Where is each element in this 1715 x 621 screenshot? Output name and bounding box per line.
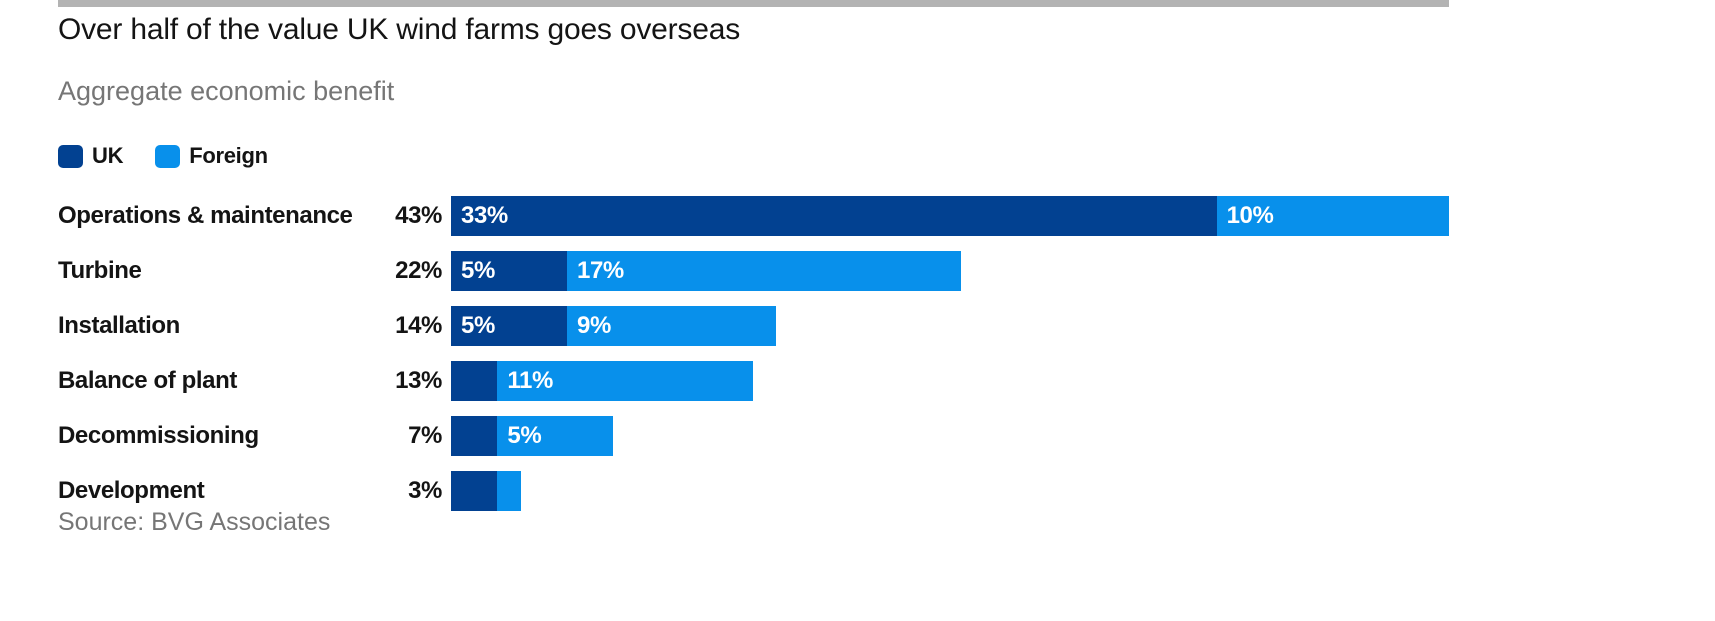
foreign-bar-segment: 11% <box>497 360 753 401</box>
bar-track: 11% <box>451 360 753 401</box>
uk-bar-segment <box>451 415 498 456</box>
chart-row: Installation 14% 5% 9% <box>58 298 1698 353</box>
chart-row: Development 3% <box>58 463 1698 518</box>
bar-value-label: 5% <box>461 256 495 284</box>
legend-swatch <box>58 144 83 168</box>
bar-value-label: 11% <box>507 366 553 394</box>
chart-row: Operations & maintenance 43% 33% 10% <box>58 188 1698 243</box>
chart-title: Over half of the value UK wind farms goe… <box>58 13 740 46</box>
top-rule <box>58 0 1449 7</box>
total-label: 43% <box>395 201 442 229</box>
bar-value-label: 9% <box>577 311 611 339</box>
foreign-bar-segment: 10% <box>1216 195 1449 236</box>
chart-row: Turbine 22% 5% 17% <box>58 243 1698 298</box>
foreign-bar-segment: 9% <box>567 305 776 346</box>
category-label: Turbine <box>58 256 142 284</box>
uk-bar-segment: 5% <box>451 250 567 291</box>
source-note: Source: BVG Associates <box>58 508 331 536</box>
legend-item-foreign: Foreign <box>155 143 268 169</box>
uk-bar-segment <box>451 360 498 401</box>
foreign-bar-segment: 5% <box>497 415 614 456</box>
total-label: 7% <box>408 421 442 449</box>
uk-bar-segment: 5% <box>451 305 567 346</box>
bar-track: 5% <box>451 415 614 456</box>
bar-track: 5% 17% <box>451 250 962 291</box>
legend-item-uk: UK <box>58 143 123 169</box>
category-label: Operations & maintenance <box>58 201 353 229</box>
category-label: Development <box>58 476 205 504</box>
chart-row: Decommissioning 7% 5% <box>58 408 1698 463</box>
total-label: 14% <box>395 311 442 339</box>
legend-label: Foreign <box>189 143 268 168</box>
total-label: 22% <box>395 256 442 284</box>
category-label: Installation <box>58 311 180 339</box>
foreign-bar-segment: 17% <box>567 250 962 291</box>
foreign-bar-segment <box>497 470 521 511</box>
bar-value-label: 5% <box>461 311 495 339</box>
bar-value-label: 5% <box>507 421 542 449</box>
total-label: 13% <box>395 366 442 394</box>
bar-value-label: 33% <box>461 201 508 229</box>
bar-value-label: 17% <box>577 256 624 284</box>
bar-track <box>451 470 521 511</box>
legend-swatch <box>155 144 181 168</box>
bar-chart: Operations & maintenance 43% 33% 10% Turbine… <box>58 188 1698 518</box>
chart-row: Balance of plant 13% 11% <box>58 353 1698 408</box>
uk-bar-segment <box>451 470 498 511</box>
uk-bar-segment: 33% <box>451 195 1217 236</box>
bar-value-label: 10% <box>1226 201 1274 229</box>
chart-subtitle: Aggregate economic benefit <box>58 76 395 106</box>
category-label: Decommissioning <box>58 421 259 449</box>
bar-track: 33% 10% <box>451 195 1449 236</box>
total-label: 3% <box>408 476 442 504</box>
legend: UK Foreign <box>58 143 268 169</box>
bar-track: 5% 9% <box>451 305 776 346</box>
legend-label: UK <box>92 143 124 168</box>
category-label: Balance of plant <box>58 366 237 394</box>
